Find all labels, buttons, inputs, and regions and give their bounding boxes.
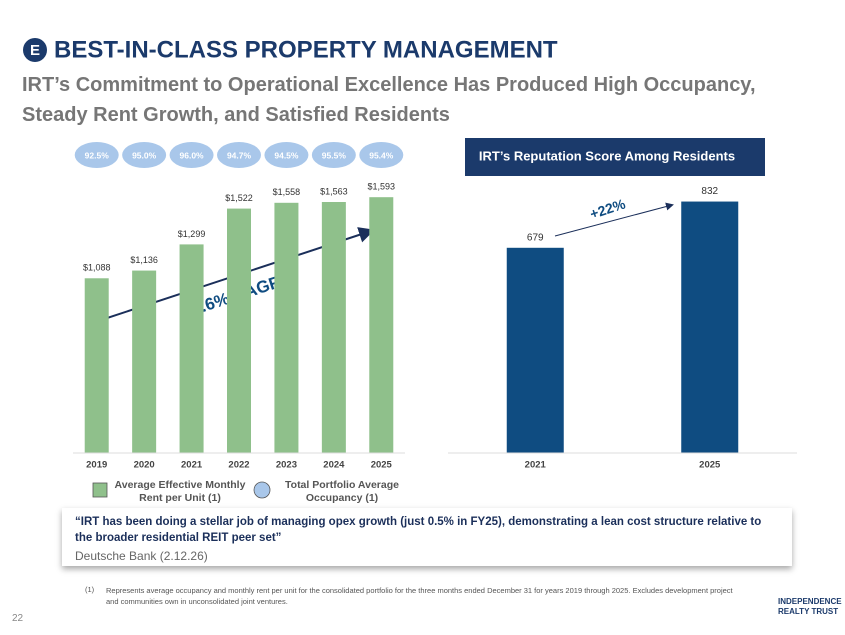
legend-swatch: [92, 482, 108, 498]
logo-line: REALTY TRUST: [778, 607, 839, 616]
legend-label: Total Portfolio Average Occupancy (1): [285, 479, 399, 504]
quote-source: Deutsche Bank (2.12.26): [75, 549, 208, 563]
bar: [84, 278, 109, 453]
occupancy-pill: [169, 142, 214, 168]
value-label: $1,558: [273, 187, 301, 197]
occupancy-pill: [217, 142, 261, 168]
value-label: $1,522: [225, 193, 253, 203]
x-tick-label: 2021: [181, 460, 203, 471]
quote: “IRT has been doing a stellar job of man…: [75, 516, 762, 544]
bar: [179, 244, 204, 453]
x-tick-label: 2020: [134, 460, 155, 471]
value-label: $1,593: [368, 182, 396, 192]
logo: INDEPENDENCE REALTY TRUST: [778, 597, 842, 617]
occupancy-pill: [122, 142, 167, 168]
title: BEST-IN-CLASS PROPERTY MANAGEMENT: [54, 36, 558, 63]
bar: [321, 202, 346, 453]
logo-line: INDEPENDENCE: [778, 597, 842, 606]
value-label: $1,299: [178, 229, 206, 239]
bar: [274, 202, 299, 453]
occupancy-label: 95.5%: [322, 150, 347, 160]
occupancy-pill: [74, 142, 119, 168]
occupancy-pill: [359, 142, 404, 168]
value-label: 679: [527, 232, 544, 243]
occupancy-label: 94.7%: [227, 150, 252, 160]
x-tick-label: 2022: [228, 460, 249, 471]
occupancy-label: 95.4%: [369, 150, 394, 160]
x-tick-label: 2023: [276, 460, 297, 471]
legend-label: Average Effective Monthly Rent per Unit …: [114, 479, 246, 504]
bar: [132, 270, 157, 453]
occupancy-pill: [311, 142, 356, 168]
value-label: $1,563: [320, 186, 348, 196]
chart-title: IRT’s Reputation Score Among Residents: [479, 148, 735, 163]
value-label: 832: [701, 186, 718, 197]
subtitle: IRT’s Commitment to Operational Excellen…: [22, 74, 756, 126]
page-number: 22: [12, 613, 24, 624]
occupancy-label: 92.5%: [85, 150, 110, 160]
growth-arrow: [554, 202, 674, 237]
occupancy-pill: [264, 142, 309, 168]
value-label: $1,136: [130, 255, 158, 265]
x-tick-label: 2021: [525, 460, 547, 471]
value-label: $1,088: [83, 263, 111, 273]
x-tick-label: 2024: [323, 460, 345, 471]
bar: [681, 201, 739, 453]
badge-letter: E: [30, 42, 40, 59]
bar: [227, 208, 251, 453]
footnote: Represents average occupancy and monthly…: [106, 586, 733, 606]
occupancy-label: 95.0%: [132, 150, 157, 160]
occupancy-label: 94.5%: [274, 150, 299, 160]
x-tick-label: 2025: [699, 460, 721, 471]
footnote-marker: (1): [85, 585, 95, 594]
chart-title-box: [465, 138, 765, 176]
x-tick-label: 2019: [86, 460, 107, 471]
legend-swatch: [253, 481, 271, 499]
occupancy-label: 96.0%: [180, 150, 205, 160]
bar: [369, 197, 394, 453]
bar: [506, 247, 564, 453]
x-tick-label: 2025: [371, 460, 393, 471]
quote-box: [62, 508, 792, 566]
badge: [23, 38, 47, 62]
